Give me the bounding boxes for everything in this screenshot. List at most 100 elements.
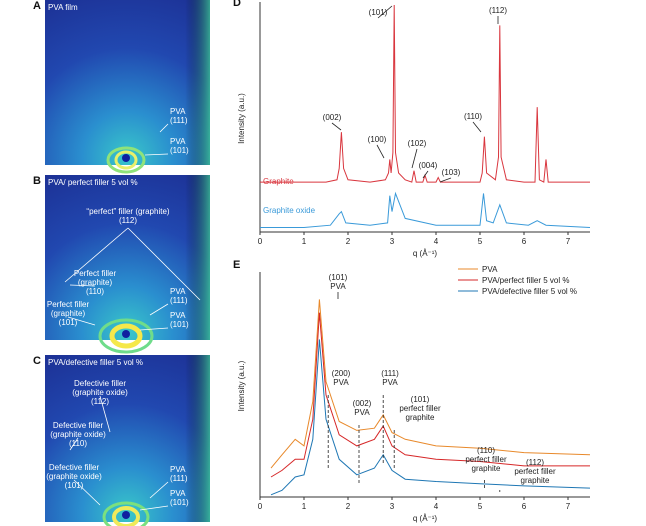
diffraction-label-line: Defectivie filler xyxy=(74,379,126,388)
legend-label: PVA xyxy=(482,265,498,274)
arrow xyxy=(64,227,129,283)
arrow xyxy=(377,5,393,19)
series-line xyxy=(270,312,590,478)
panel-letter: B xyxy=(33,175,41,187)
arrow xyxy=(422,170,429,179)
panel-title: PVA/ perfect filler 5 vol % xyxy=(48,178,138,187)
x-tick-label: 3 xyxy=(390,237,395,246)
x-axis-label: q (Å⁻¹) xyxy=(413,249,438,258)
series-label: Graphite xyxy=(263,177,294,186)
panel-images xyxy=(45,0,210,526)
diffraction-label-line: (101) xyxy=(170,146,189,155)
peak-label: (101) xyxy=(369,8,388,17)
y-axis-label: Intensity (a.u.) xyxy=(237,93,246,144)
legend-label: PVA/perfect filler 5 vol % xyxy=(482,276,569,285)
diffraction-label-line: PVA xyxy=(170,107,186,116)
panel-title: PVA film xyxy=(48,3,78,12)
arrow xyxy=(376,144,385,159)
peak-label-line: (200) xyxy=(332,369,351,378)
peak-label-line: PVA xyxy=(333,378,349,387)
peak-label-line: (101) xyxy=(329,273,348,282)
arrow xyxy=(99,395,111,433)
peak-label: (200) PVA xyxy=(332,369,351,387)
arrow xyxy=(69,437,79,451)
peak-label-line: (110) xyxy=(477,446,495,455)
diffraction-label-line: “perfect” filler (graphite) xyxy=(86,207,169,216)
diffraction-label: “perfect” filler (graphite) (112) xyxy=(86,207,169,225)
y-axis-label: Intensity (a.u.) xyxy=(237,360,246,411)
peak-label: (004) xyxy=(419,161,438,170)
arrow xyxy=(472,121,482,133)
x-tick-label: 2 xyxy=(346,502,351,511)
peak-label-line: PVA xyxy=(354,408,370,417)
diffraction-label-line: (101) xyxy=(170,498,189,507)
arrow xyxy=(67,316,96,326)
peak-label: (002) xyxy=(323,113,342,122)
panel-letter: E xyxy=(233,259,240,271)
peak-label: (110) perfect filler graphite xyxy=(465,446,507,473)
diffraction-label-line: Defective filler xyxy=(49,463,100,472)
peak-label-line: (002) xyxy=(353,399,372,408)
peak-label-line: (101) xyxy=(411,395,430,404)
x-tick-label: 6 xyxy=(522,502,527,511)
diffraction-label-line: PVA xyxy=(170,137,186,146)
x-tick-label: 0 xyxy=(258,502,263,511)
diffraction-label-line: (101) xyxy=(65,481,84,490)
peak-label-line: graphite xyxy=(521,476,550,485)
peak-label-line: graphite xyxy=(472,464,501,473)
diffraction-label-line: Perfect filler xyxy=(74,269,117,278)
diffraction-label: PVA (111) xyxy=(170,465,188,483)
panel-letter: D xyxy=(233,0,241,9)
diffraction-label-line: (101) xyxy=(59,318,78,327)
x-axis-label: q (Å⁻¹) xyxy=(413,514,438,523)
diffraction-label: Defective filler (graphite oxide) (101) xyxy=(46,463,102,490)
diffraction-label: Perfect filler (graphite) (101) xyxy=(47,300,90,327)
peak-label: (112) xyxy=(489,6,507,15)
x-tick-label: 4 xyxy=(434,502,439,511)
arrow xyxy=(439,177,452,183)
x-tick-label: 6 xyxy=(522,237,527,246)
peak-label-line: PVA xyxy=(330,282,346,291)
x-tick-label: 1 xyxy=(302,237,307,246)
arrow xyxy=(331,122,342,131)
diffraction-label-line: (111) xyxy=(170,116,188,125)
diffraction-label-line: (101) xyxy=(170,320,189,329)
peak-label: (103) xyxy=(442,168,461,177)
arrow xyxy=(69,284,96,287)
diffraction-label: Perfect filler (graphite) (110) xyxy=(74,269,117,296)
diffraction-label-line: Perfect filler xyxy=(47,300,90,309)
peak-label-line: perfect filler xyxy=(399,404,441,413)
peak-label: (101) perfect filler graphite xyxy=(399,395,441,422)
x-tick-label: 0 xyxy=(258,237,263,246)
diffraction-label-line: (111) xyxy=(170,296,188,305)
diffraction-label-line: (graphite oxide) xyxy=(72,388,128,397)
arrow xyxy=(73,479,101,506)
peak-label: (111) PVA xyxy=(381,369,399,387)
arrow xyxy=(159,123,169,133)
arrow xyxy=(411,148,418,169)
peak-label: (002) PVA xyxy=(353,399,372,417)
diffraction-label-line: PVA xyxy=(170,465,186,474)
diffraction-label-line: (graphite) xyxy=(51,309,86,318)
x-tick-label: 1 xyxy=(302,502,307,511)
diffraction-label-line: (110) xyxy=(86,287,104,296)
diffraction-label-line: PVA xyxy=(170,287,186,296)
peak-label: (101) PVA xyxy=(329,273,348,291)
diffraction-label-line: Defective filler xyxy=(53,421,104,430)
diffraction-label-line: PVA xyxy=(170,311,186,320)
peak-label: (110) xyxy=(464,112,482,121)
x-tick-label: 4 xyxy=(434,237,439,246)
diffraction-label-line: (112) xyxy=(91,397,109,406)
diffraction-label-line: (110) xyxy=(69,439,87,448)
diffraction-label: PVA (111) xyxy=(170,107,188,125)
panel-letter: A xyxy=(33,0,41,12)
series-line xyxy=(260,4,590,183)
diffraction-label: PVA (101) xyxy=(170,137,189,155)
diffraction-label: PVA (101) xyxy=(170,489,189,507)
legend-label: PVA/defective filler 5 vol % xyxy=(482,287,577,296)
x-tick-label: 5 xyxy=(478,237,483,246)
series-line xyxy=(270,299,591,469)
x-tick-label: 7 xyxy=(566,502,571,511)
x-tick-label: 7 xyxy=(566,237,571,246)
